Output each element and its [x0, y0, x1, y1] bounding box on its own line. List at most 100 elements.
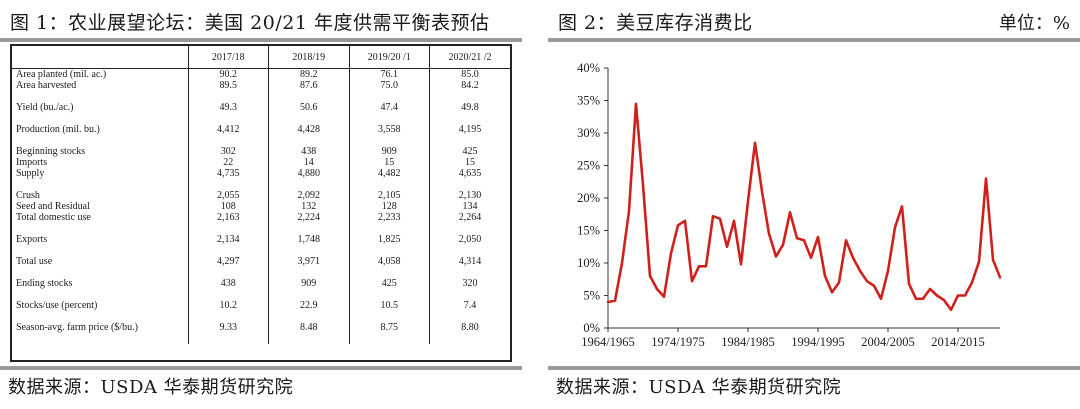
y-tick-label: 20%: [577, 191, 600, 205]
data-point: [950, 309, 952, 311]
footer-divider: [0, 366, 522, 370]
row-value: 10.5: [348, 300, 430, 311]
table-spacer-row: [12, 179, 510, 190]
row-value: 4,297: [187, 256, 269, 267]
data-point: [957, 294, 959, 297]
row-label: Yield (bu./ac.): [16, 102, 74, 113]
data-point: [635, 103, 637, 105]
data-point: [845, 239, 847, 242]
data-point: [719, 218, 721, 220]
stocks-to-use-line-chart: 0% 5% 10% 15% 20% 25% 30% 35% 40% 1964/1965 1974/1…: [577, 61, 1002, 349]
row-value: 438: [187, 278, 269, 289]
data-point: [747, 200, 749, 203]
row-value: 4,412: [187, 124, 269, 135]
row-value: 2,050: [429, 234, 510, 245]
data-point: [628, 210, 630, 212]
data-point: [817, 236, 819, 238]
row-label: Seed and Residual: [16, 201, 90, 212]
row-label: Exports: [16, 234, 48, 245]
row-value: 89.5: [187, 80, 269, 91]
row-value: 2,264: [429, 212, 510, 223]
data-point: [726, 246, 728, 248]
data-point: [943, 299, 945, 301]
row-value: 909: [348, 146, 430, 157]
row-value: 2,105: [348, 190, 430, 201]
row-value: 320: [429, 278, 510, 289]
data-point: [936, 294, 938, 297]
table-spacer-row: [12, 135, 510, 146]
chart-unit-label: 单位：%: [998, 13, 1070, 34]
data-point: [852, 257, 854, 259]
row-value: 1,825: [348, 234, 430, 245]
table-header-row: 2017/18 2018/19 2019/20 /1 2020/21 /2: [12, 46, 510, 69]
row-value: 76.1: [348, 68, 430, 80]
table-row: Total domestic use 2,163 2,224 2,233 2,264: [12, 212, 510, 223]
row-value: 2,055: [187, 190, 269, 201]
table-figure-title: 图 1：农业展望论坛：美国 20/21 年度供需平衡表预估: [10, 12, 490, 34]
row-value: 22.9: [268, 300, 349, 311]
row-label: Supply: [16, 168, 45, 179]
y-tick-label: 0%: [583, 321, 600, 335]
data-point: [642, 184, 644, 186]
row-value: 90.2: [187, 68, 269, 80]
row-label: Production (mil. bu.): [16, 124, 100, 135]
data-point: [929, 288, 931, 290]
row-value: 49.3: [187, 102, 269, 113]
row-value: 128: [348, 201, 430, 212]
table-panel: 图 1：农业展望论坛：美国 20/21 年度供需平衡表预估 2017/18 20…: [0, 0, 522, 409]
data-point: [649, 275, 651, 277]
data-point: [873, 285, 875, 287]
chart-source-note: 数据来源：USDA 华泰期货研究院: [556, 377, 842, 398]
table-row: Imports 22 14 15 15: [12, 157, 510, 168]
row-value: 4,314: [429, 256, 510, 267]
row-value: 89.2: [268, 68, 349, 80]
data-point: [761, 190, 763, 193]
x-tick-label: 2014/2015: [931, 335, 984, 349]
y-tick-label: 30%: [577, 126, 600, 140]
row-value: 10.2: [187, 300, 269, 311]
table-row: Crush 2,055 2,092 2,105 2,130: [12, 190, 510, 201]
x-tick-label: 1994/1995: [791, 335, 844, 349]
table-row: Yield (bu./ac.) 49.3 50.6 47.4 49.8: [12, 102, 510, 113]
table-row: Ending stocks 438 909 425 320: [12, 278, 510, 289]
row-value: 75.0: [348, 80, 430, 91]
footer-divider: [548, 366, 1080, 370]
table-row: Beginning stocks 302 438 909 425: [12, 146, 510, 157]
data-point: [698, 265, 700, 268]
row-value: 8.48: [268, 322, 349, 333]
row-value: 8.75: [348, 322, 430, 333]
data-point: [803, 239, 805, 242]
data-point: [621, 262, 623, 264]
row-value: 2,233: [348, 212, 430, 223]
table-header-col: 2020/21 /2: [429, 46, 510, 69]
row-value: 84.2: [429, 80, 510, 91]
row-value: 4,058: [348, 256, 430, 267]
row-label: Total use: [16, 256, 53, 267]
table-spacer-row: [12, 223, 510, 234]
title-divider: [0, 38, 522, 42]
title-divider: [548, 38, 1080, 42]
data-point: [824, 275, 826, 277]
row-value: 3,558: [348, 124, 430, 135]
row-value: 2,163: [187, 212, 269, 223]
table-row: Area planted (mil. ac.) 90.2 89.2 76.1 85.0: [12, 68, 510, 80]
data-point: [971, 281, 973, 284]
data-point: [838, 281, 840, 284]
data-point: [740, 263, 742, 266]
data-point: [978, 260, 980, 263]
data-point: [691, 280, 693, 282]
data-point: [733, 220, 735, 222]
row-label: Area harvested: [16, 80, 77, 91]
row-label: Beginning stocks: [16, 146, 86, 157]
row-value: 108: [187, 201, 269, 212]
row-value: 425: [429, 146, 510, 157]
data-point: [607, 301, 609, 303]
table-spacer-row: [12, 333, 510, 344]
data-point: [992, 259, 994, 261]
table-row: Exports 2,134 1,748 1,825 2,050: [12, 234, 510, 245]
row-value: 49.8: [429, 102, 510, 113]
data-point: [908, 283, 910, 285]
y-tick-label: 5%: [583, 289, 600, 303]
table-header-col: 2017/18: [187, 46, 269, 69]
table-header-col: 2018/19: [268, 46, 349, 69]
